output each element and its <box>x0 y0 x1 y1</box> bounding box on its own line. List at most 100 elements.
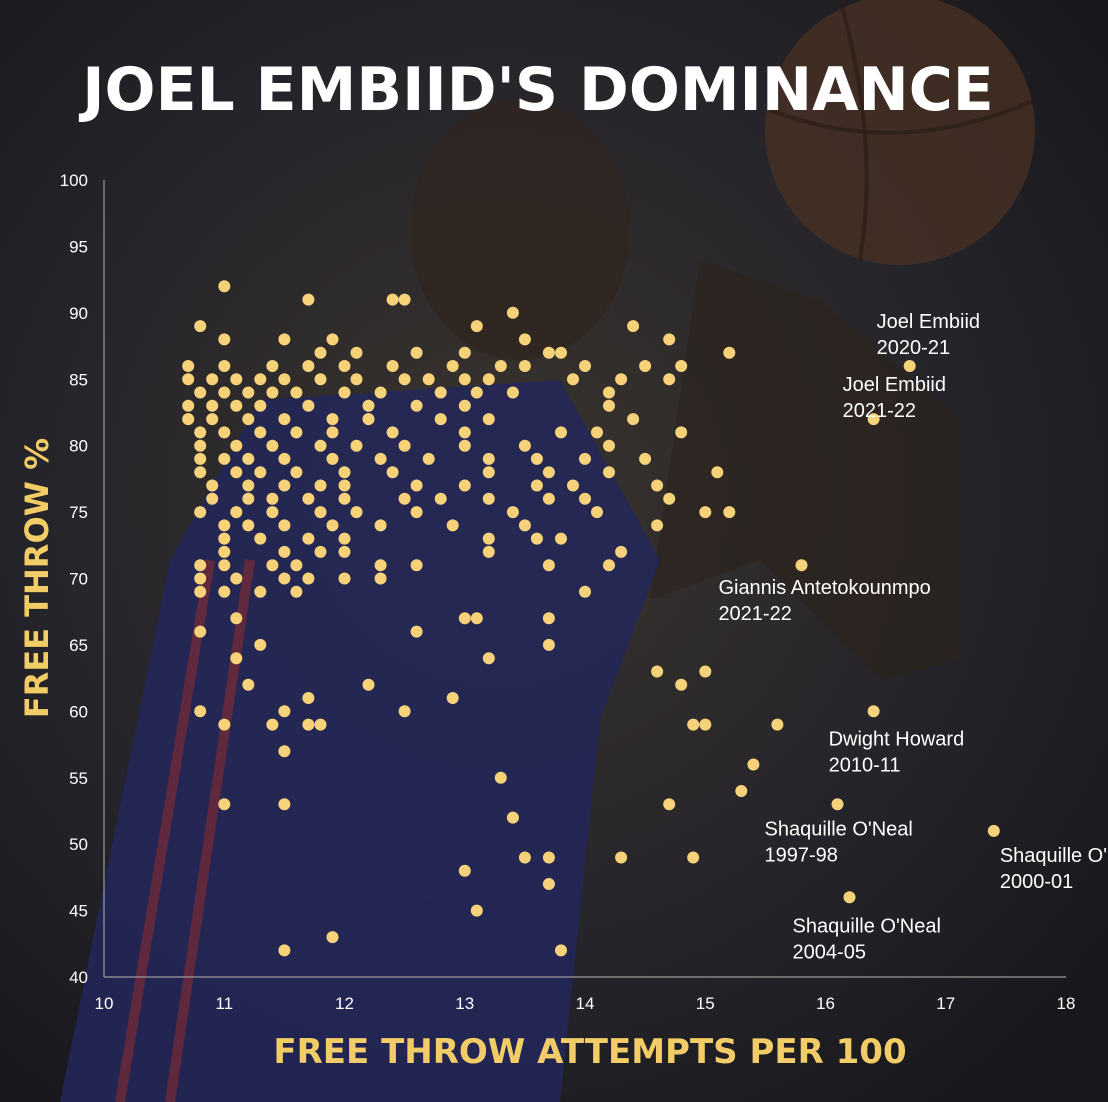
data-point <box>302 718 315 731</box>
data-point <box>278 452 291 465</box>
data-point <box>194 559 207 572</box>
data-point <box>843 891 856 904</box>
data-point <box>278 798 291 811</box>
data-point <box>338 479 351 492</box>
data-point <box>687 851 700 864</box>
data-point <box>302 692 315 704</box>
data-point <box>182 373 195 386</box>
data-point <box>314 373 327 386</box>
data-point <box>218 519 231 532</box>
data-point <box>314 439 327 452</box>
data-point <box>278 545 291 558</box>
data-point <box>254 585 267 598</box>
data-point <box>242 519 255 532</box>
data-point <box>470 612 483 625</box>
y-tick-label: 100 <box>60 171 88 190</box>
data-point <box>302 399 315 412</box>
data-point <box>615 545 628 558</box>
data-point <box>314 718 327 731</box>
annotation-label: Dwight Howard 2010-11 <box>829 728 965 776</box>
data-point <box>434 386 447 399</box>
data-point <box>723 346 736 359</box>
x-tick-label: 13 <box>455 994 474 1013</box>
data-point <box>518 439 531 452</box>
data-point <box>470 386 483 399</box>
data-point <box>506 386 519 399</box>
data-point <box>338 492 351 505</box>
data-point <box>278 572 291 585</box>
data-point <box>494 360 507 372</box>
data-point <box>651 519 664 532</box>
data-point <box>542 346 555 359</box>
annotation-label: Joel Embiid 2020-21 <box>877 311 980 359</box>
annotation-label: Joel Embiid 2021-22 <box>843 374 946 422</box>
data-point <box>194 439 207 452</box>
data-point <box>410 625 423 638</box>
data-point <box>663 333 676 346</box>
data-point <box>567 373 579 386</box>
data-point <box>182 399 195 412</box>
y-tick-label: 80 <box>69 437 88 456</box>
data-point <box>278 519 291 532</box>
data-point <box>699 665 712 678</box>
data-point <box>302 360 315 372</box>
data-point <box>518 519 531 532</box>
data-point <box>506 811 519 824</box>
data-point <box>530 532 543 545</box>
annotation-season: 1997-98 <box>765 844 838 866</box>
data-point <box>230 572 243 585</box>
data-point <box>218 532 231 545</box>
x-tick-label: 12 <box>335 994 354 1013</box>
data-point <box>302 293 315 306</box>
data-point <box>218 360 231 372</box>
data-point <box>266 492 279 505</box>
y-tick-label: 50 <box>69 835 88 854</box>
data-point <box>795 559 808 572</box>
data-point <box>242 678 255 691</box>
data-point <box>326 931 339 944</box>
data-point <box>398 293 411 306</box>
annotation-season: 2000-01 <box>1000 871 1073 893</box>
data-point <box>675 426 688 439</box>
data-point <box>254 426 267 439</box>
data-point <box>591 506 603 519</box>
data-point <box>278 705 291 718</box>
x-tick-label: 11 <box>215 994 233 1013</box>
data-point <box>627 413 640 426</box>
annotation-label: Shaquille O'Neal 2004-05 <box>793 915 941 963</box>
data-point <box>326 413 339 426</box>
data-point <box>218 452 231 465</box>
data-point <box>482 413 495 426</box>
data-point <box>266 506 279 519</box>
data-point <box>506 506 519 519</box>
data-point <box>206 373 219 386</box>
annotation-season: 2020-21 <box>877 337 950 359</box>
data-point <box>651 665 664 678</box>
data-point <box>338 386 351 399</box>
y-tick-label: 40 <box>69 968 88 987</box>
data-point <box>290 386 303 399</box>
data-point <box>290 466 303 479</box>
data-point <box>482 373 495 386</box>
data-point <box>338 532 351 545</box>
data-point <box>314 545 327 558</box>
annotation-player: Shaquille O'Neal <box>793 915 941 937</box>
data-point <box>374 572 387 585</box>
annotation-player: Shaquille O'Neal <box>765 818 913 840</box>
y-tick-label: 95 <box>69 237 88 256</box>
chart-title: JOEL EMBIID'S DOMINANCE <box>78 55 994 125</box>
data-point <box>278 413 291 426</box>
data-point <box>218 798 231 811</box>
data-point <box>374 452 387 465</box>
data-point <box>410 506 423 519</box>
data-point <box>314 506 327 519</box>
data-point <box>470 320 483 333</box>
data-point <box>663 798 676 811</box>
data-point <box>651 479 664 492</box>
annotation-season: 2010-11 <box>829 754 901 776</box>
data-point <box>579 452 591 465</box>
data-point <box>278 745 291 758</box>
